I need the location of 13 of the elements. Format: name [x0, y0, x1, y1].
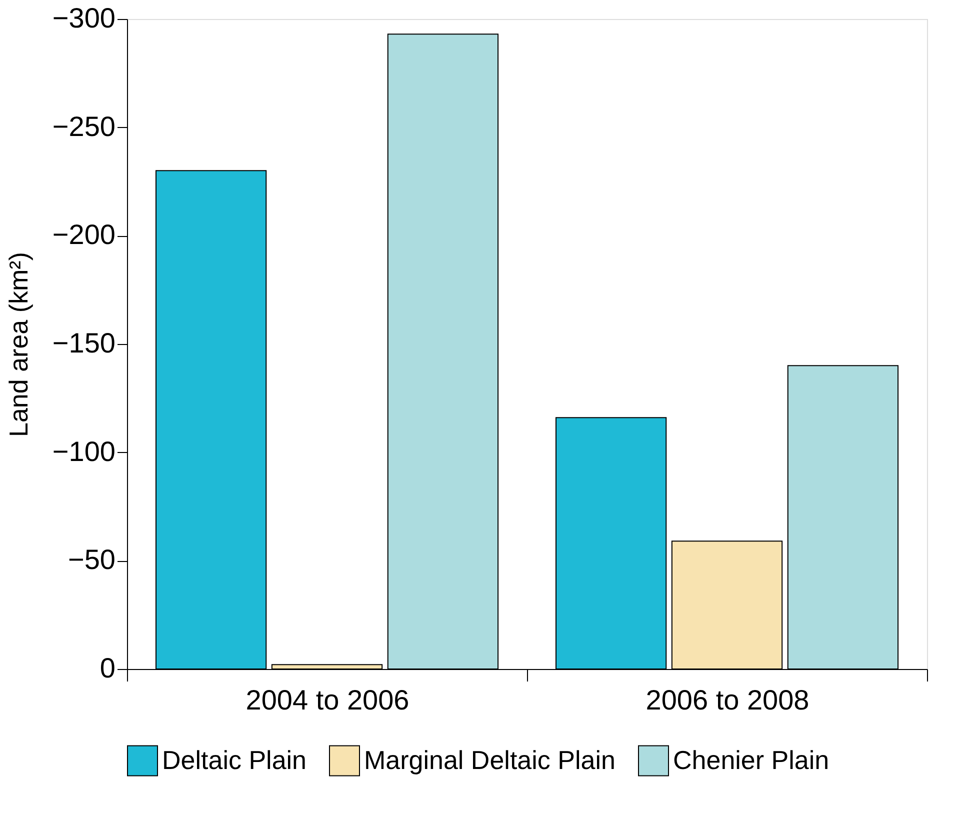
y-tick-label: −300 — [52, 2, 116, 34]
legend-label: Deltaic Plain — [162, 744, 307, 775]
y-tick-label: −200 — [52, 219, 116, 250]
x-tick-label: 2006 to 2008 — [646, 684, 810, 716]
legend-label: Marginal Deltaic Plain — [364, 744, 616, 775]
y-tick-label: −50 — [68, 544, 116, 576]
y-tick-label: −150 — [52, 328, 116, 358]
y-axis-title: Land area (km²) — [3, 252, 34, 437]
legend-label: Chenier Plain — [673, 744, 830, 775]
y-tick-label: −250 — [52, 110, 116, 142]
y-tick-label: −100 — [52, 436, 116, 467]
y-tick-label: 0 — [100, 652, 116, 684]
x-tick-label: 2004 to 2006 — [246, 684, 410, 716]
